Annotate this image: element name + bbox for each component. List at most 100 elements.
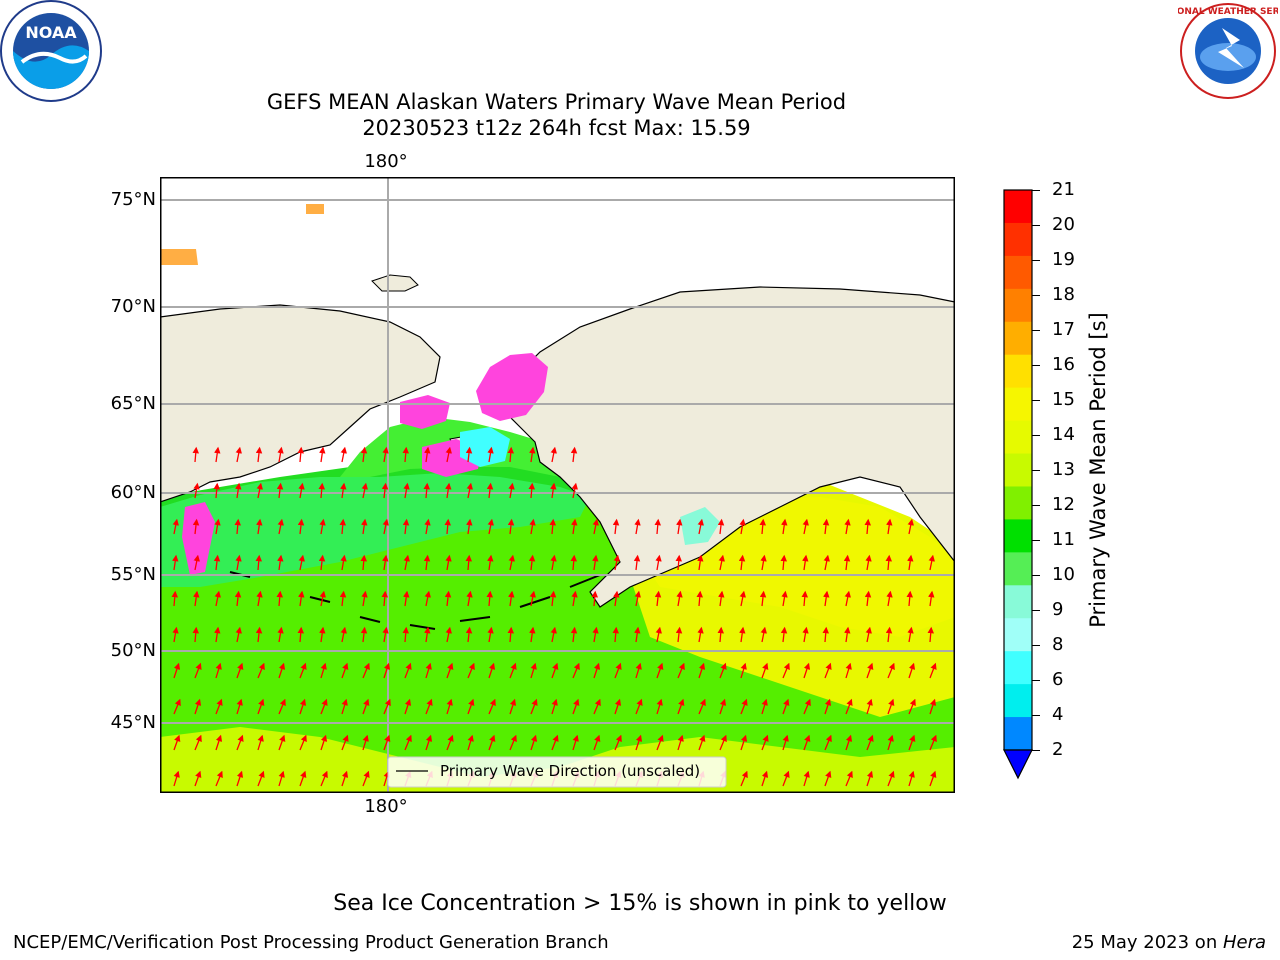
wave-direction-arrow <box>297 626 304 643</box>
wave-direction-arrow <box>173 662 181 679</box>
wave-direction-arrow <box>719 698 727 715</box>
wave-direction-arrow <box>404 698 412 715</box>
wave-direction-arrow <box>781 518 788 535</box>
wave-direction-arrow <box>277 554 284 571</box>
wave-direction-arrow <box>446 734 454 751</box>
wave-direction-arrow <box>655 626 662 643</box>
colorbar-tick-mark <box>1032 470 1040 471</box>
wave-direction-arrow <box>509 662 517 679</box>
wave-direction-arrow <box>550 554 557 571</box>
wave-direction-arrow <box>192 446 199 463</box>
wave-direction-arrow <box>214 590 221 607</box>
colorbar-tick-label: 12 <box>1052 494 1075 515</box>
colorbar-tick-label: 21 <box>1052 179 1075 200</box>
wave-direction-arrow <box>844 518 851 535</box>
wave-direction-arrow <box>320 698 328 715</box>
wave-direction-arrow <box>381 590 388 607</box>
wave-direction-arrow <box>172 518 179 535</box>
sea-ice-bering-cyan <box>460 427 510 467</box>
wave-direction-arrow <box>656 662 664 679</box>
wave-direction-arrow <box>235 626 242 643</box>
colorbar-bands <box>1004 190 1032 751</box>
sea-ice-note: Sea Ice Concentration > 15% is shown in … <box>333 891 947 916</box>
wave-direction-arrow <box>236 770 244 787</box>
wave-direction-arrow <box>782 734 789 751</box>
wave-direction-arrow <box>425 698 433 715</box>
wave-direction-arrow <box>551 662 559 679</box>
wave-direction-arrow <box>320 662 327 679</box>
footer-right-date: 25 May 2023 on Hera <box>1072 932 1266 953</box>
wave-direction-arrow <box>257 770 265 787</box>
wave-direction-arrow <box>655 554 662 571</box>
wave-direction-arrow <box>507 446 514 463</box>
wave-direction-arrow <box>320 770 328 787</box>
wave-direction-arrow <box>740 662 747 679</box>
wave-direction-arrow <box>866 734 874 751</box>
wave-direction-arrow <box>446 698 453 715</box>
wave-direction-arrow <box>887 662 895 679</box>
colorbar-tick-mark <box>1032 295 1040 296</box>
wave-direction-arrow <box>761 770 769 787</box>
wave-direction-arrow <box>571 518 578 535</box>
wave-direction-arrow <box>572 698 580 715</box>
wave-direction-arrow <box>341 698 348 715</box>
wave-direction-arrow <box>908 698 916 715</box>
wave-direction-arrow <box>803 662 811 679</box>
wave-direction-arrow <box>215 662 222 679</box>
wave-direction-arrow <box>256 518 263 535</box>
wave-direction-arrow <box>782 662 790 679</box>
wave-direction-arrow <box>676 518 683 535</box>
lat-label-60: 60°N <box>110 482 156 503</box>
wave-direction-arrow <box>824 662 832 679</box>
wave-direction-arrow <box>613 554 620 571</box>
land-wrangel <box>371 274 419 292</box>
wave-direction-arrow <box>740 734 748 751</box>
wave-direction-arrow <box>465 446 473 463</box>
wave-direction-arrow <box>298 590 305 607</box>
wave-direction-arrow <box>194 698 202 715</box>
wave-direction-arrow <box>382 626 389 643</box>
wave-direction-arrow <box>361 518 368 535</box>
wave-direction-arrow <box>257 734 264 751</box>
colorbar-tick-label: 8 <box>1052 634 1064 655</box>
wave-direction-arrow <box>235 446 242 463</box>
wave-direction-arrow <box>802 554 809 571</box>
wave-direction-arrow <box>236 734 244 751</box>
wave-direction-arrow <box>550 446 557 463</box>
wave-direction-arrow <box>257 662 265 679</box>
wave-direction-arrow <box>698 734 706 751</box>
wave-direction-arrow <box>488 662 496 679</box>
wave-direction-arrow <box>487 518 494 535</box>
wave-direction-arrow <box>277 446 284 463</box>
wave-direction-arrow <box>634 590 641 607</box>
wave-direction-arrow <box>612 518 620 535</box>
wave-direction-arrows <box>171 446 937 787</box>
wave-direction-arrow <box>423 554 431 571</box>
wave-direction-arrow <box>656 734 664 751</box>
wave-direction-arrow <box>255 626 263 643</box>
colorbar-band <box>1004 519 1032 553</box>
wave-direction-arrow <box>404 662 412 679</box>
wave-direction-arrow <box>467 662 475 679</box>
wave-direction-arrow <box>318 482 325 499</box>
wave-direction-arrow <box>719 662 727 679</box>
wave-direction-arrow <box>383 698 391 715</box>
colorbar-band <box>1004 288 1032 323</box>
wave-direction-arrow <box>192 626 199 643</box>
colorbar-tick-mark <box>1032 365 1040 366</box>
wave-direction-arrow <box>614 734 622 751</box>
wave-direction-arrow <box>675 626 683 643</box>
wave-direction-arrow <box>656 698 663 715</box>
wave-direction-arrow <box>908 662 916 679</box>
wave-direction-arrow <box>192 518 200 535</box>
wave-direction-arrow <box>529 590 536 607</box>
wave-direction-arrow <box>173 734 181 751</box>
wave-direction-arrow <box>213 482 220 499</box>
wave-direction-arrow <box>654 590 662 607</box>
wave-direction-arrow <box>171 590 178 607</box>
wave-direction-arrow <box>865 554 872 571</box>
wave-direction-arrow <box>864 518 871 535</box>
wave-direction-arrow <box>738 554 746 571</box>
colorbar-tick-mark <box>1032 750 1040 751</box>
wave-direction-arrow <box>340 626 347 643</box>
